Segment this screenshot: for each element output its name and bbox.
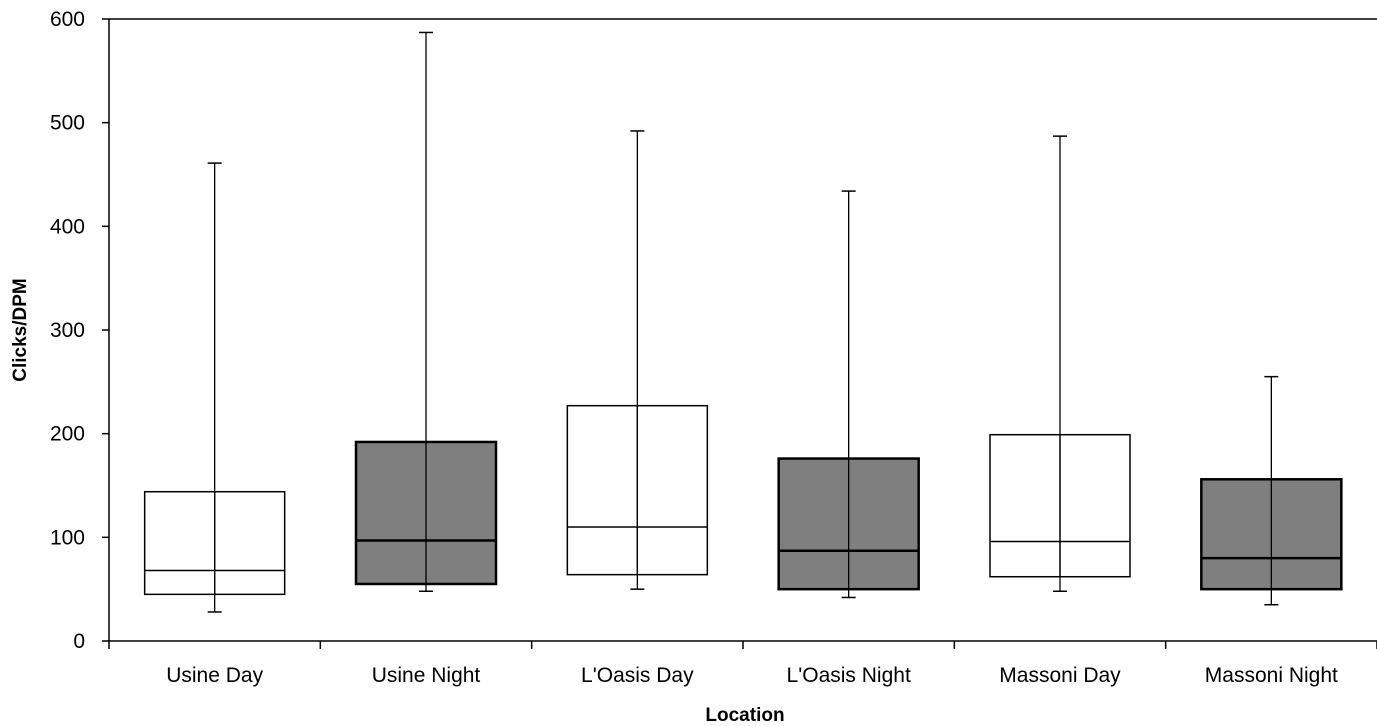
y-tick-label: 0 — [73, 630, 85, 653]
y-axis-title: Clicks/DPM — [10, 278, 31, 381]
x-category-label: Usine Night — [372, 664, 481, 687]
box-massoni-night — [1200, 375, 1343, 606]
y-tick-label: 400 — [50, 215, 85, 238]
x-category-label: Massoni Night — [1205, 664, 1338, 687]
x-category-label: Massoni Day — [999, 664, 1121, 687]
box-l-oasis-night — [777, 190, 920, 599]
y-tick-label: 300 — [50, 319, 85, 342]
y-tick-label: 500 — [50, 112, 85, 135]
box-l-oasis-day — [566, 130, 709, 590]
x-category-label: L'Oasis Night — [787, 664, 911, 687]
box-series — [143, 31, 1343, 613]
box-usine-night — [354, 31, 498, 592]
y-tick-label: 600 — [50, 8, 85, 31]
y-tick-label: 200 — [50, 423, 85, 446]
plot-area — [108, 18, 1377, 642]
x-category-label: Usine Day — [166, 664, 263, 687]
box-massoni-day — [989, 135, 1131, 592]
box-usine-day — [143, 162, 286, 613]
x-category-label: L'Oasis Day — [581, 664, 694, 687]
y-tick-label: 100 — [50, 526, 85, 549]
x-axis-title: Location — [705, 705, 784, 726]
x-axis-ticks: Usine Day Usine Night L'Oasis Day L'Oasis N… — [108, 641, 1377, 687]
y-axis-ticks: 0 100 200 300 400 500 600 — [50, 8, 109, 653]
